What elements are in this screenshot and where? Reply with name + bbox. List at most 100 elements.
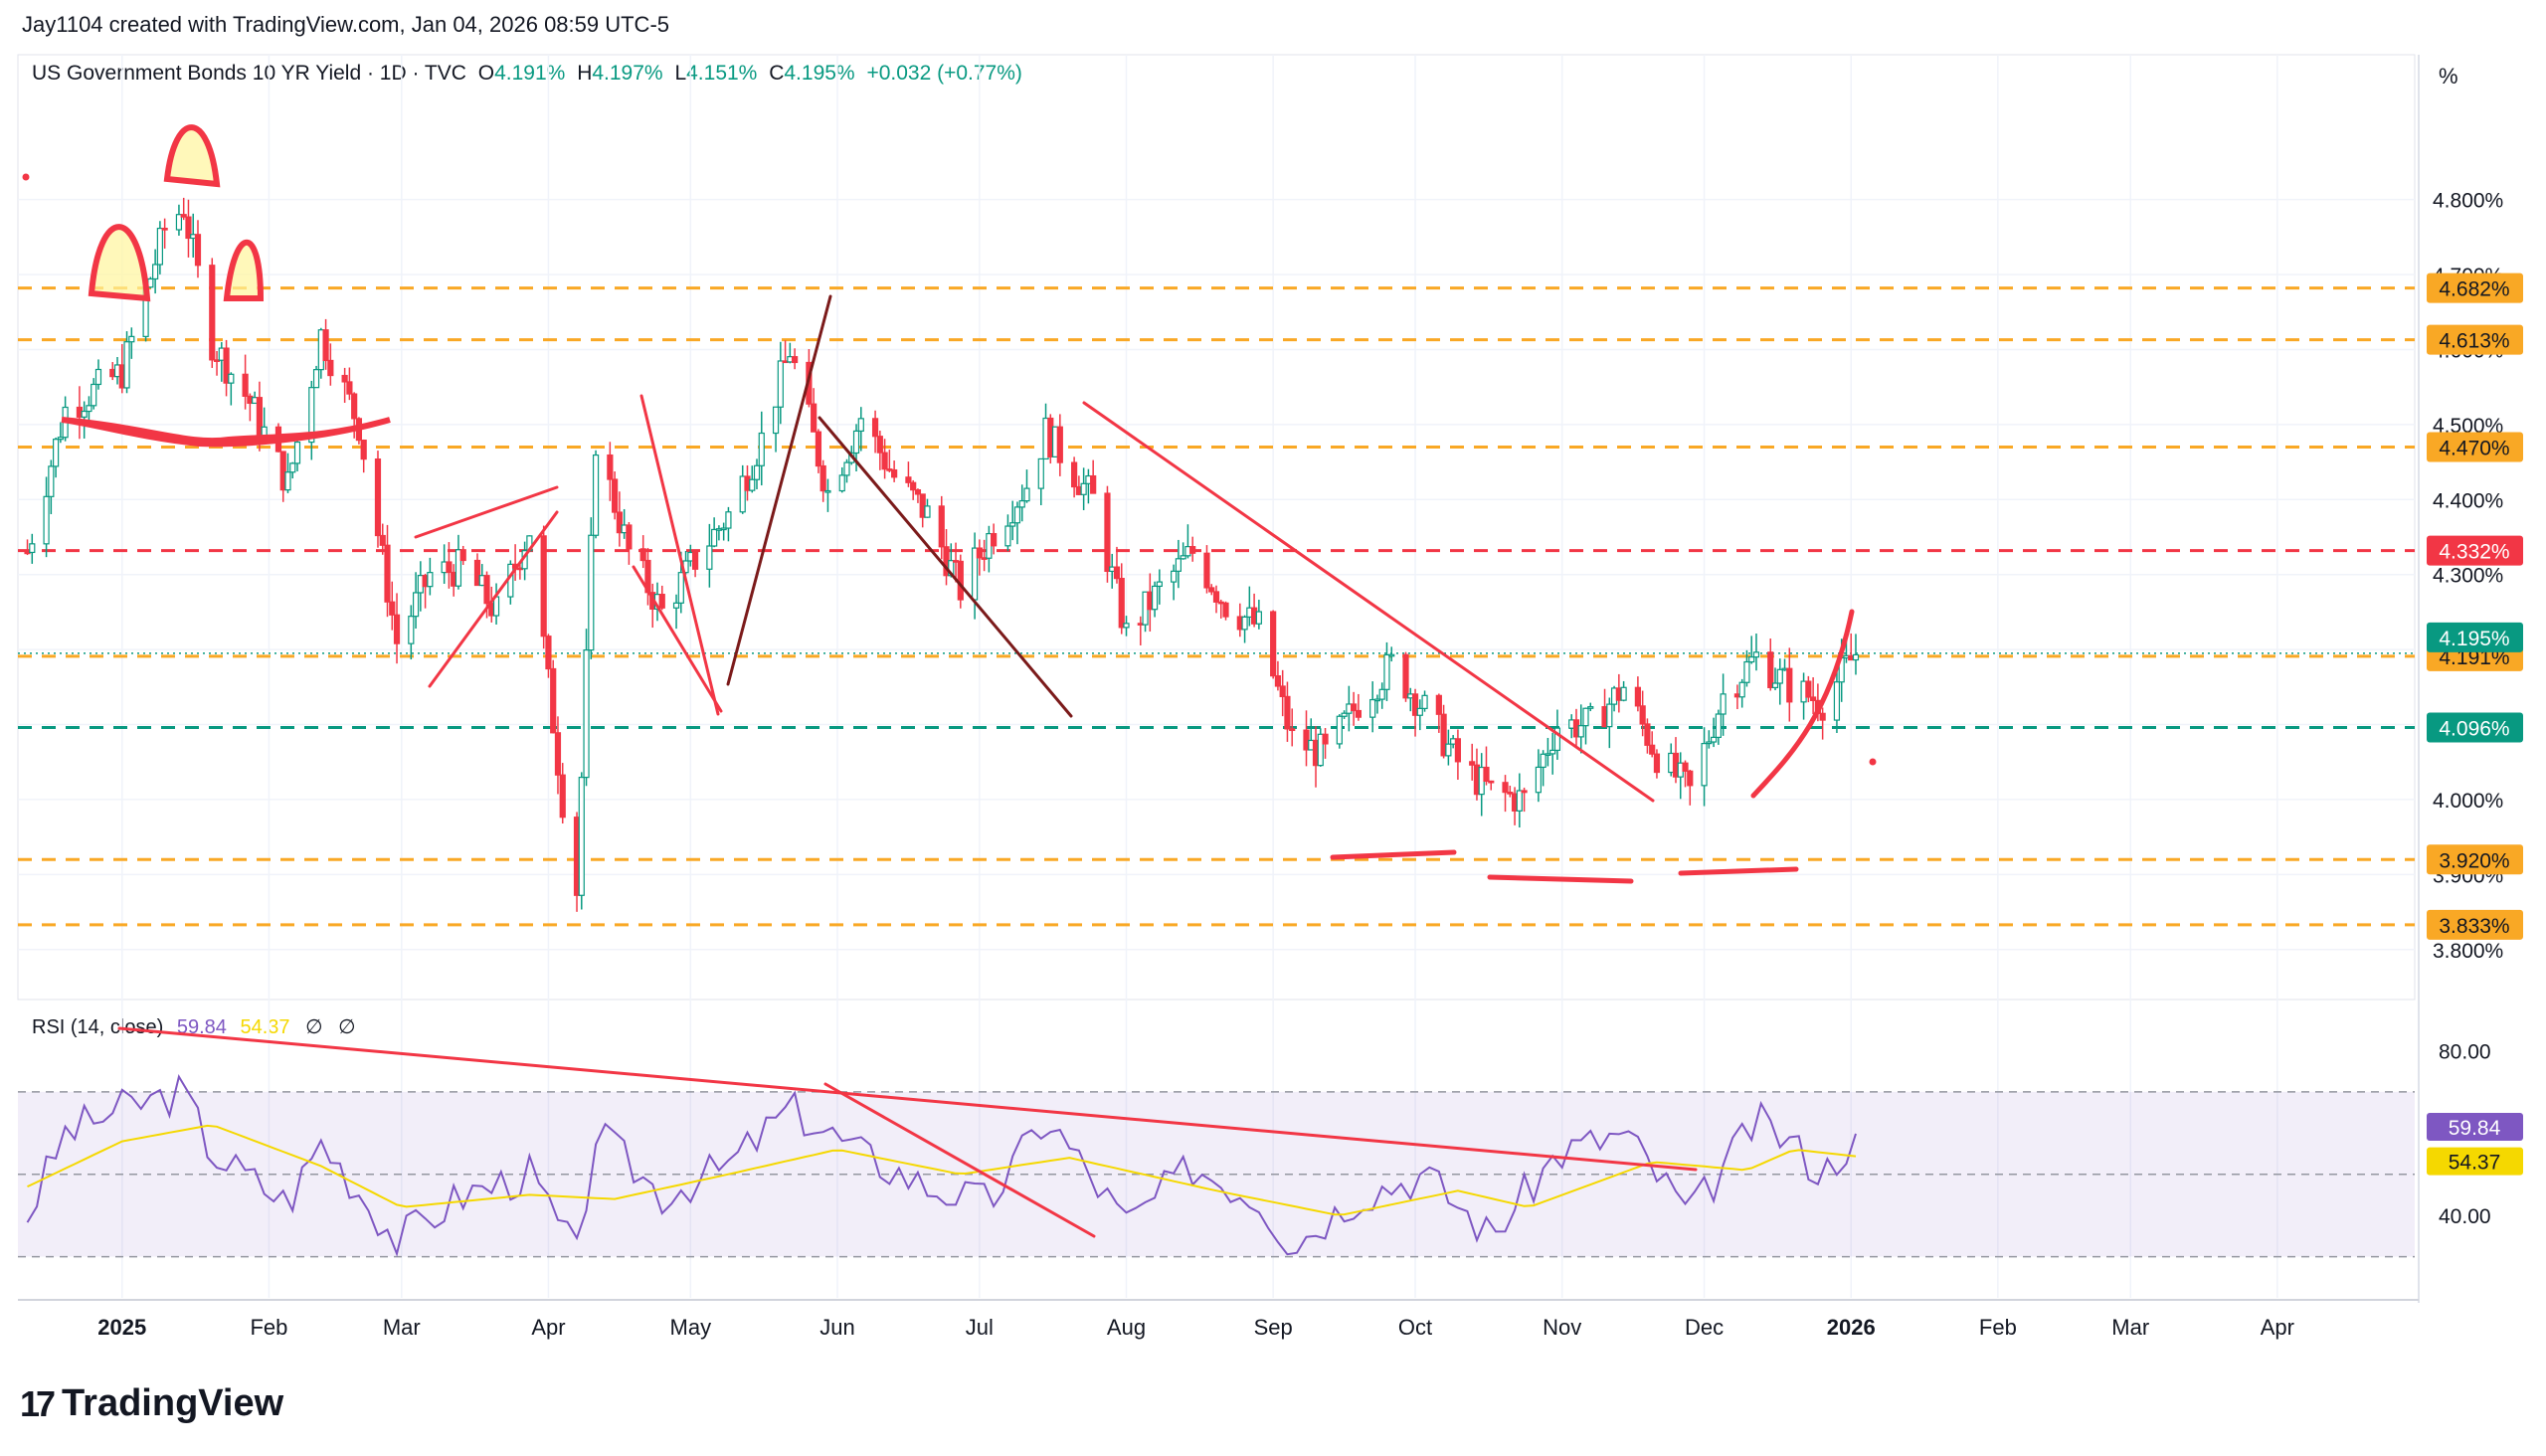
candle-body (1620, 686, 1627, 701)
candle-body (209, 265, 216, 361)
candle-body (777, 360, 784, 408)
candle-body (725, 511, 732, 529)
rsi-tick-label: 40.00 (2439, 1205, 2491, 1228)
candle-body (1373, 698, 1381, 702)
candle-body (308, 387, 315, 444)
candle-body (1416, 707, 1423, 716)
candle-body (1810, 696, 1817, 702)
candle-body (1483, 766, 1490, 783)
candle-body (43, 495, 50, 545)
open-value: 4.191% (494, 62, 566, 85)
time-tick-label: Nov (1543, 1315, 1581, 1340)
last-price-label: 4.195% (2439, 628, 2509, 650)
candle-body (1454, 738, 1462, 763)
rsi-value: 59.84 (176, 1016, 227, 1038)
candle-body (53, 439, 60, 467)
tradingview-logo-text: TradingView (62, 1382, 284, 1424)
candle-body (1123, 623, 1130, 629)
candle-body (1488, 780, 1495, 784)
candle-body (1752, 651, 1760, 658)
symbol-name[interactable]: US Government Bonds 10 YR Yield · 1D · T… (32, 62, 466, 85)
time-tick-label: Apr (531, 1315, 565, 1340)
level-price-label: 4.470% (2439, 438, 2509, 460)
candle-body (1715, 713, 1722, 739)
candle-body (824, 489, 831, 493)
candle-body (1549, 749, 1556, 755)
candle-body (1171, 570, 1178, 583)
candle-body (1336, 715, 1343, 745)
time-tick-label: Apr (2261, 1315, 2294, 1340)
candle-body (128, 335, 135, 343)
candle-body (1056, 426, 1063, 463)
level-price-label: 4.682% (2439, 278, 2509, 301)
candle-body (1587, 706, 1594, 709)
candle-body (1284, 695, 1291, 730)
candle-body (639, 548, 646, 562)
candle-body (706, 545, 713, 570)
candle-body (1104, 492, 1111, 573)
trendline-drawing (726, 294, 832, 686)
price-legend: US Government Bonds 10 YR Yield · 1D · T… (32, 62, 1028, 86)
candle-body (1767, 651, 1774, 688)
support-drawing (1678, 866, 1799, 876)
candle-body (578, 777, 585, 896)
rsi-label[interactable]: RSI (14, close) (32, 1016, 164, 1038)
candle-body (483, 575, 490, 605)
candle-body (583, 649, 590, 779)
time-tick-label: May (670, 1315, 712, 1340)
candle-body (1151, 585, 1159, 611)
close-label: C (769, 62, 785, 85)
price-tick-label: 3.800% (2433, 940, 2503, 963)
time-tick-label: Dec (1685, 1315, 1724, 1340)
candle-body (1274, 675, 1282, 687)
level-price-badge (2427, 324, 2523, 355)
candle-body (1009, 522, 1016, 527)
candle-body (588, 534, 595, 651)
candle-body (57, 437, 64, 441)
price-unit[interactable]: % (2439, 64, 2458, 89)
candle-body (1180, 555, 1186, 560)
candle-body (881, 452, 888, 470)
neckline-drawing (61, 417, 391, 448)
candle-body (48, 465, 55, 497)
candle-body (1189, 546, 1196, 554)
candle-body (1369, 698, 1376, 718)
level-price-badge (2427, 909, 2523, 940)
time-tick-label: Jul (966, 1315, 994, 1340)
tradingview-logo[interactable]: 17 TradingView (20, 1382, 283, 1425)
price-tick-label: 4.400% (2433, 489, 2503, 512)
candle-body (279, 451, 286, 491)
candle-body (446, 561, 453, 574)
right-shoulder-drawing (223, 239, 265, 301)
price-tick-label: 4.300% (2433, 565, 2503, 588)
candle-body (991, 532, 998, 547)
candle-body (1440, 713, 1447, 757)
candle-body (242, 373, 249, 397)
candle-body (626, 524, 633, 550)
drawing-dot (22, 173, 30, 181)
candle-body (749, 478, 756, 491)
candle-body (1738, 681, 1745, 698)
candle-body (838, 474, 845, 492)
candle-body (677, 572, 684, 604)
candle-body (1639, 705, 1646, 725)
level-price-badge (2427, 844, 2523, 875)
candle-body (1687, 770, 1694, 787)
candle-body (559, 774, 566, 819)
candle-body (1644, 723, 1651, 746)
price-tick-label: 4.000% (2433, 790, 2503, 813)
candle-body (427, 572, 434, 588)
price-tick-label: 4.500% (2433, 415, 2503, 438)
candle-body (455, 549, 462, 587)
left-shoulder-drawing (88, 224, 151, 302)
candle-body (346, 381, 353, 395)
drawing-dot (1869, 758, 1877, 766)
candle-body (1378, 688, 1385, 700)
candle-body (914, 489, 922, 495)
candle-body (739, 475, 746, 513)
level-price-label: 4.096% (2439, 718, 2509, 741)
candle-body (876, 436, 883, 454)
candle-body (180, 214, 187, 218)
candle-body (1540, 753, 1546, 769)
